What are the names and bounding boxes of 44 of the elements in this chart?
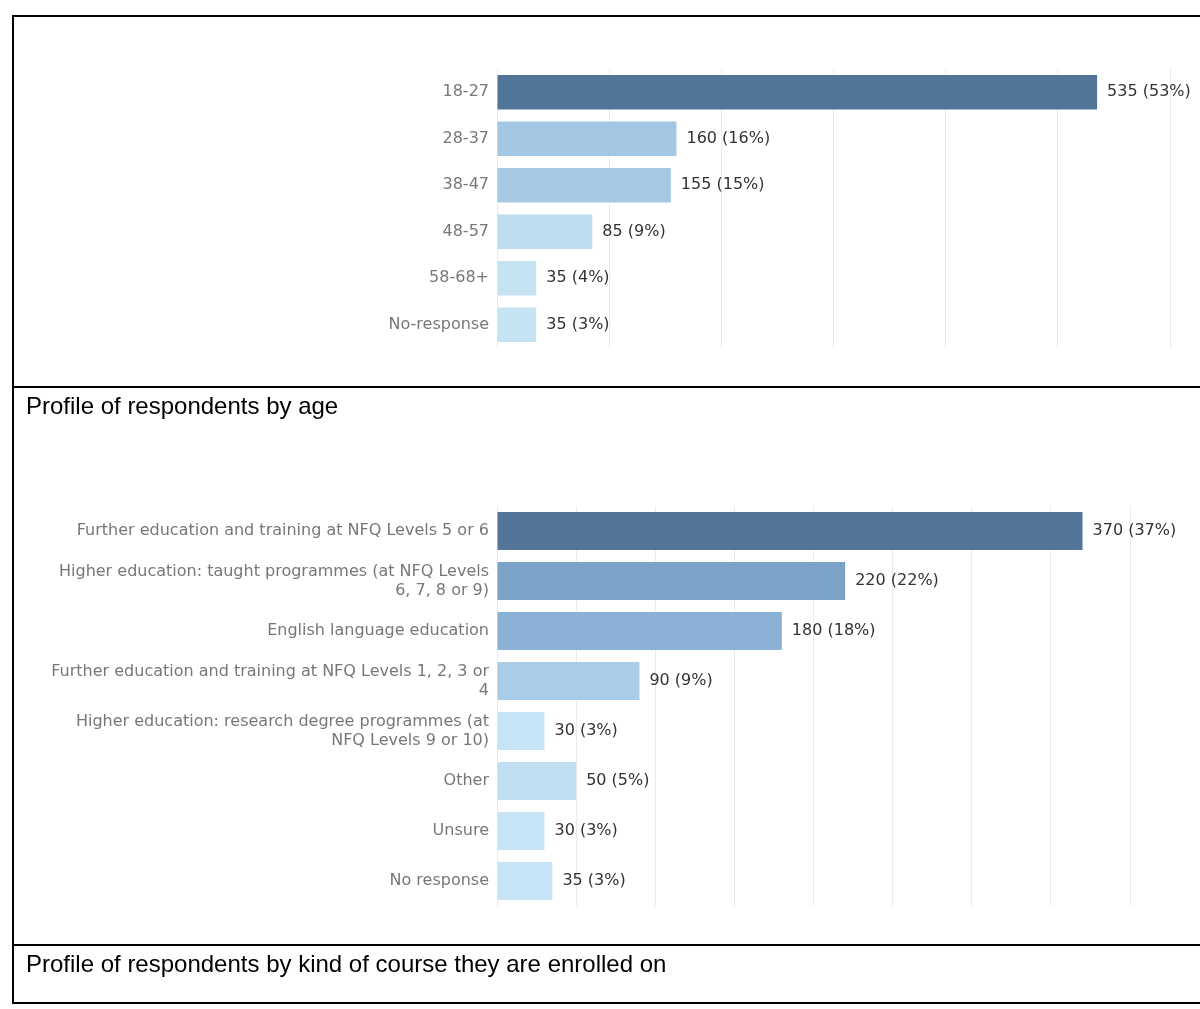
bar [497, 662, 640, 700]
y-tick-label: Unsure [432, 820, 489, 840]
bar [497, 862, 553, 900]
y-tick-label: 48-57 [442, 220, 489, 240]
y-tick-label: 28-37 [442, 127, 489, 147]
bar [497, 214, 593, 249]
y-tick-label: 18-27 [442, 81, 489, 101]
data-label: 35 (3%) [562, 870, 626, 890]
data-label: 85 (9%) [602, 220, 666, 240]
bar [497, 812, 545, 850]
bar [497, 168, 671, 203]
data-label: 50 (5%) [586, 770, 650, 790]
bar [497, 307, 537, 342]
y-tick-label: Higher education: research degree programmes (at NFQ Levels 9 or 10) [75, 710, 489, 749]
y-tick-label: No response [389, 870, 489, 890]
bar [497, 562, 846, 600]
y-tick-label: Further education and training at NFQ Levels 1, 2, 3 or 4 [51, 660, 490, 699]
data-label: 160 (16%) [686, 127, 771, 147]
data-label: 535 (53%) [1107, 81, 1191, 101]
bar [497, 512, 1083, 550]
data-label: 90 (9%) [649, 670, 713, 690]
bar [497, 612, 782, 650]
y-tick-label: 58-68+ [429, 267, 489, 287]
y-tick-label: Further education and training at NFQ Levels 5 or 6 [76, 520, 489, 540]
data-label: 370 (37%) [1092, 520, 1177, 540]
data-label: 180 (18%) [791, 620, 876, 640]
y-tick-label: No-response [388, 313, 489, 333]
bar [497, 712, 545, 750]
data-label: 30 (3%) [554, 720, 618, 740]
data-label: 35 (3%) [546, 313, 610, 333]
data-label: 155 (15%) [680, 174, 765, 194]
bar [497, 261, 537, 296]
y-tick-label: English language education [267, 620, 489, 640]
data-label: 35 (4%) [546, 267, 610, 287]
text: Profile of respondents by kind of course they are enrolled on [14, 944, 1200, 1004]
data-label: 220 (22%) [855, 570, 939, 590]
data-label: 30 (3%) [554, 820, 618, 840]
y-tick-label: Other [443, 770, 490, 790]
y-tick-label: 38-47 [442, 174, 489, 194]
y-tick-label: Higher education: taught programmes (at NFQ Levels 6, 7, 8 or 9) [59, 560, 489, 599]
text: Profile of respondents by age [14, 386, 1200, 456]
bar [497, 762, 577, 800]
bar [497, 75, 1098, 110]
bar [497, 121, 677, 156]
